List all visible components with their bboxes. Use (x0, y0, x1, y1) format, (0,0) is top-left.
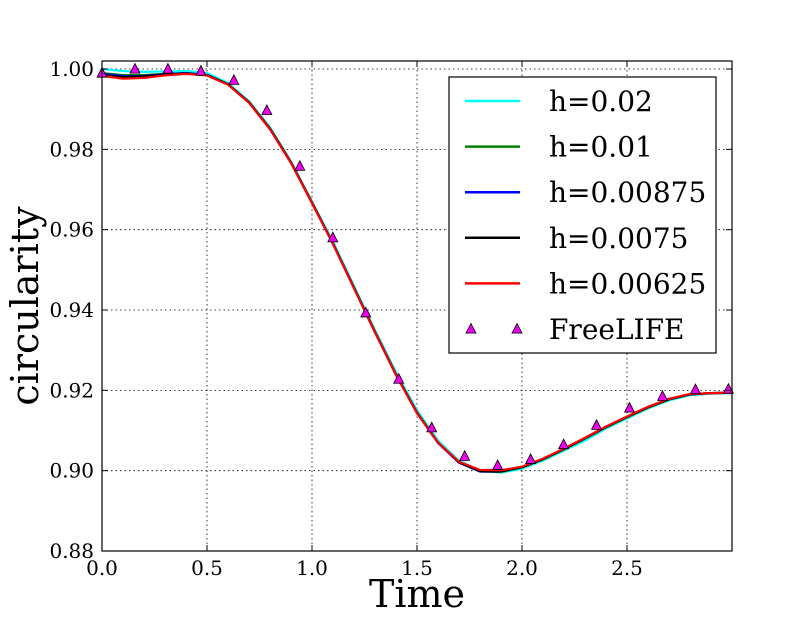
legend-label: FreeLIFE (549, 313, 684, 346)
data-point-FreeLIFE (590, 418, 603, 430)
legend-label: h=0.00625 (549, 267, 706, 300)
y-tick-label: 0.94 (49, 298, 94, 322)
data-point-FreeLIFE (689, 383, 702, 395)
series-layer (96, 62, 735, 474)
data-point-FreeLIFE (557, 438, 570, 450)
legend-marker (511, 322, 523, 334)
y-tick-label: 0.96 (49, 218, 94, 242)
x-axis-label: Time (369, 572, 465, 612)
series-line-h=0.00625 (102, 72, 732, 472)
data-point-FreeLIFE (459, 449, 471, 461)
legend-label: h=0.01 (549, 131, 653, 164)
legend-label: h=0.0075 (549, 222, 688, 255)
legend-label: h=0.02 (549, 85, 653, 118)
data-point-FreeLIFE (294, 159, 306, 171)
data-point-FreeLIFE (722, 382, 735, 394)
data-point-FreeLIFE (228, 73, 240, 85)
y-tick-label: 1.00 (49, 57, 94, 81)
y-tick-label: 0.90 (49, 459, 94, 483)
x-tick-label: 0.0 (86, 556, 118, 580)
data-point-FreeLIFE (656, 389, 669, 401)
data-point-FreeLIFE (162, 62, 174, 74)
legend-marker (465, 322, 477, 334)
legend-label: h=0.00875 (549, 176, 706, 209)
data-point-FreeLIFE (623, 401, 636, 413)
data-point-FreeLIFE (525, 453, 537, 464)
data-point-FreeLIFE (129, 62, 141, 74)
x-tick-label: 1.5 (401, 556, 433, 580)
x-tick-label: 2.5 (611, 556, 643, 580)
legend-box (448, 76, 717, 354)
x-tick-label: 2.0 (506, 556, 538, 580)
data-point-FreeLIFE (426, 421, 438, 433)
y-tick-label: 0.92 (49, 378, 94, 402)
ticks: 0.0 0.5 1.0 1.5 2.0 2.5 0.88 0.90 0.92 0.94 0.96 0.… (49, 57, 732, 580)
x-tick-label: 1.0 (296, 556, 328, 580)
data-point-FreeLIFE (492, 459, 504, 470)
data-point-FreeLIFE (261, 104, 273, 115)
legend: h=0.02 h=0.01 h=0.00875 h=0.0075 h=0.00625 Fr… (448, 76, 717, 354)
x-tick-label: 0.5 (191, 556, 223, 580)
data-point-FreeLIFE (393, 372, 405, 384)
y-tick-label: 0.88 (49, 539, 94, 563)
y-axis-label: circularity (3, 206, 47, 406)
data-point-FreeLIFE (195, 64, 207, 76)
y-tick-label: 0.98 (49, 137, 94, 161)
data-point-FreeLIFE (360, 306, 372, 318)
data-point-FreeLIFE (327, 231, 339, 243)
